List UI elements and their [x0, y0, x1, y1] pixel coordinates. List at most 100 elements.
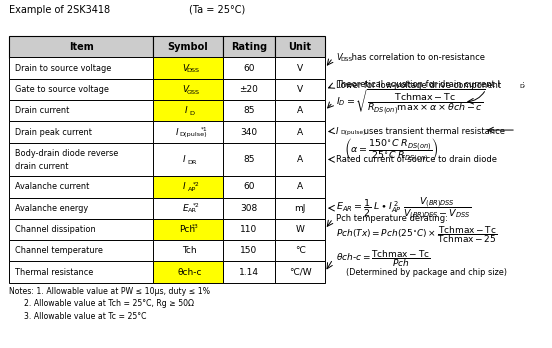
Text: Channel temperature: Channel temperature [15, 246, 103, 255]
Bar [223, 176, 275, 198]
Bar [223, 79, 275, 100]
Text: °C: °C [295, 246, 305, 255]
Text: Thermal resistance: Thermal resistance [15, 268, 93, 277]
Text: AR: AR [188, 208, 197, 213]
Text: D: D [189, 111, 194, 116]
Text: DSS: DSS [187, 68, 199, 73]
Bar [275, 100, 325, 121]
Bar [275, 143, 325, 176]
Text: 60: 60 [243, 182, 255, 191]
Bar [153, 240, 223, 261]
Text: Unit: Unit [289, 42, 311, 52]
Bar [9, 219, 153, 240]
Text: θch-c: θch-c [178, 268, 202, 277]
Bar [223, 240, 275, 261]
Text: 60: 60 [243, 64, 255, 73]
Bar [9, 36, 153, 57]
Text: 308: 308 [240, 204, 258, 213]
Text: D(pulse): D(pulse) [340, 130, 366, 135]
Text: °C/W: °C/W [289, 268, 311, 277]
Text: $I_D = \sqrt{\dfrac{\mathrm{Tchmax} - \mathrm{Tc}}{R_{DS(on)}\mathrm{max} \times: $I_D = \sqrt{\dfrac{\mathrm{Tchmax} - \m… [336, 87, 486, 117]
Text: $E_{AR} = \dfrac{1}{2}\ L \bullet I_{AP}^{\ 2}\ \dfrac{V_{(BR)DSS}}{V_{(BR)DSS} : $E_{AR} = \dfrac{1}{2}\ L \bullet I_{AP}… [336, 195, 471, 222]
Text: Symbol: Symbol [168, 42, 208, 52]
Bar [223, 261, 275, 283]
Bar [275, 198, 325, 219]
Bar [275, 240, 325, 261]
Text: Lower for low-voltage drive component: Lower for low-voltage drive component [336, 81, 501, 90]
Text: DR: DR [188, 159, 197, 165]
Bar [153, 121, 223, 143]
Text: I: I [176, 128, 178, 136]
Text: A: A [297, 155, 303, 164]
Text: has correlation to on-resistance: has correlation to on-resistance [349, 53, 485, 62]
Text: ±20: ±20 [240, 85, 258, 94]
Text: I: I [184, 106, 187, 115]
Text: V: V [182, 64, 188, 73]
Bar [153, 143, 223, 176]
Bar [153, 176, 223, 198]
Text: 110: 110 [240, 225, 258, 234]
Text: Example of 2SK3418: Example of 2SK3418 [9, 5, 110, 15]
Text: 340: 340 [241, 128, 258, 136]
Bar [153, 198, 223, 219]
Text: 85: 85 [243, 106, 255, 115]
Bar [153, 219, 223, 240]
Bar [9, 261, 153, 283]
Text: 2. Allowable value at Tch = 25°C, Rg ≥ 50Ω: 2. Allowable value at Tch = 25°C, Rg ≥ 5… [9, 299, 194, 308]
Text: A: A [297, 106, 303, 115]
Text: I: I [183, 155, 186, 164]
Text: Drain to source voltage: Drain to source voltage [15, 64, 112, 73]
Text: I: I [183, 182, 186, 191]
Text: :: : [522, 80, 525, 89]
Text: D: D [519, 84, 524, 89]
Text: Channel dissipation: Channel dissipation [15, 225, 95, 234]
Text: Drain peak current: Drain peak current [15, 128, 92, 136]
Text: DSS: DSS [340, 57, 352, 62]
Text: Avalanche current: Avalanche current [15, 182, 89, 191]
Bar [9, 176, 153, 198]
Text: V: V [297, 85, 303, 94]
Text: Rating: Rating [231, 42, 267, 52]
Text: 150: 150 [240, 246, 258, 255]
Text: D(pulse): D(pulse) [180, 132, 208, 137]
Bar [223, 198, 275, 219]
Text: Drain current: Drain current [15, 106, 70, 115]
Text: AP: AP [188, 187, 196, 192]
Bar [9, 79, 153, 100]
Text: *3: *3 [192, 224, 199, 229]
Bar [223, 36, 275, 57]
Text: V: V [336, 53, 342, 62]
Text: (Ta = 25°C): (Ta = 25°C) [189, 5, 246, 15]
Bar [153, 57, 223, 79]
Text: (Determined by package and chip size): (Determined by package and chip size) [346, 268, 507, 277]
Text: $\theta ch\text{-}c = \dfrac{\mathrm{Tchmax} - \mathrm{Tc}}{Pch}$: $\theta ch\text{-}c = \dfrac{\mathrm{Tch… [336, 248, 431, 269]
Text: W: W [295, 225, 305, 234]
Bar [223, 100, 275, 121]
Text: A: A [297, 128, 303, 136]
Bar [275, 261, 325, 283]
Bar [9, 57, 153, 79]
Text: $Pch(Tx) = Pch(25^{\circ}C) \times \dfrac{\mathrm{Tchmax} - \mathrm{Tc}}{\mathrm: $Pch(Tx) = Pch(25^{\circ}C) \times \dfra… [336, 224, 497, 245]
Text: $\left( \alpha = \dfrac{150^{\circ}C\ R_{DS(on)}}{25^{\circ}C\ R_{DS(on)}} \righ: $\left( \alpha = \dfrac{150^{\circ}C\ R_… [344, 137, 439, 165]
Bar [275, 121, 325, 143]
Bar [9, 143, 153, 176]
Text: A: A [297, 182, 303, 191]
Text: uses transient thermal resistance: uses transient thermal resistance [360, 127, 505, 136]
Bar [9, 100, 153, 121]
Text: Body-drain diode reverse: Body-drain diode reverse [15, 149, 118, 158]
Text: V: V [182, 85, 188, 94]
Bar [223, 121, 275, 143]
Text: Tch: Tch [182, 246, 197, 255]
Bar [223, 143, 275, 176]
Bar [223, 219, 275, 240]
Text: *2: *2 [193, 182, 200, 187]
Bar [275, 176, 325, 198]
Bar [223, 57, 275, 79]
Text: Item: Item [68, 42, 93, 52]
Bar [153, 79, 223, 100]
Bar [9, 240, 153, 261]
Text: E: E [183, 204, 189, 213]
Text: *2: *2 [193, 203, 200, 208]
Text: 85: 85 [243, 155, 255, 164]
Text: Gate to source voltage: Gate to source voltage [15, 85, 109, 94]
